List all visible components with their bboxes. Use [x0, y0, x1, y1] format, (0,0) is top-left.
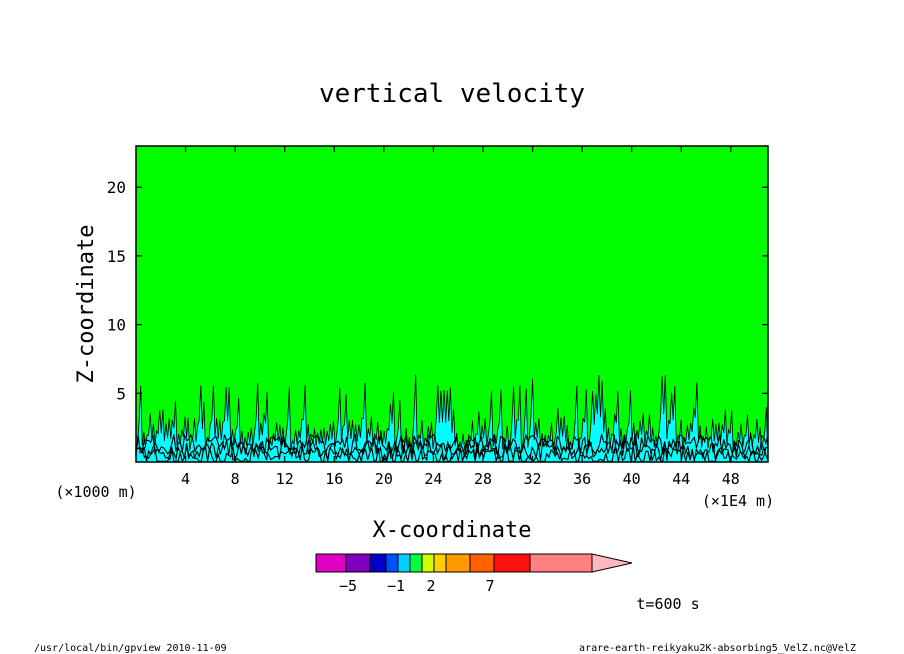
colorbar-segment [315, 553, 347, 573]
y-axis-ticks: 5 10 15 20 [107, 178, 768, 403]
updraft-region [135, 374, 769, 463]
colorbar-segment [345, 553, 371, 573]
x-tick-label: 48 [722, 470, 740, 488]
x-unit-left: (×1000 m) [55, 483, 136, 501]
x-tick-label: 4 [181, 470, 190, 488]
x-tick-label: 8 [231, 470, 240, 488]
x-tick-label: 40 [623, 470, 641, 488]
y-tick-label: 20 [107, 178, 126, 197]
x-tick-label: 28 [474, 470, 492, 488]
x-tick-label: 16 [325, 470, 343, 488]
x-tick-label: 36 [573, 470, 591, 488]
colorbar-extend-arrow [591, 553, 633, 573]
colorbar-label: 2 [426, 577, 435, 595]
colorbar-segment [433, 553, 447, 573]
y-tick-label: 15 [107, 247, 126, 266]
y-tick-label: 10 [107, 316, 126, 335]
x-tick-label: 44 [672, 470, 690, 488]
footer-left: /usr/local/bin/gpview 2010-11-09 [34, 643, 227, 654]
plot-frame [135, 145, 769, 463]
x-unit-right: (×1E4 m) [702, 492, 774, 510]
colorbar-segment [409, 553, 423, 573]
x-tick-label: 24 [424, 470, 442, 488]
x-axis-label: X-coordinate [373, 518, 532, 543]
y-axis-label: Z-coordinate [74, 225, 99, 384]
colorbar-label: −1 [387, 577, 405, 595]
colorbar-segment [529, 553, 593, 573]
x-tick-label: 12 [276, 470, 294, 488]
colorbar-label: 7 [485, 577, 494, 595]
colorbar-segment [469, 553, 495, 573]
colorbar: −5 −1 2 7 [315, 553, 633, 595]
contour-line [135, 433, 769, 456]
colorbar-segment [397, 553, 411, 573]
x-axis-ticks: 4 8 12 16 20 24 28 32 36 40 44 48 [181, 146, 740, 488]
y-tick-label: 5 [116, 384, 126, 403]
chart-title: vertical velocity [319, 79, 585, 109]
x-tick-label: 20 [375, 470, 393, 488]
footer-right: arare-earth-reikyaku2K-absorbing5_VelZ.n… [579, 643, 856, 654]
colorbar-segment [369, 553, 387, 573]
velocity-field [135, 374, 769, 464]
colorbar-segment [493, 553, 531, 573]
time-label: t=600 s [636, 595, 699, 613]
contour-line [135, 445, 769, 464]
colorbar-label: −5 [339, 577, 357, 595]
x-tick-label: 32 [524, 470, 542, 488]
colorbar-segment [385, 553, 399, 573]
colorbar-segment [421, 553, 435, 573]
colorbar-segment [445, 553, 471, 573]
